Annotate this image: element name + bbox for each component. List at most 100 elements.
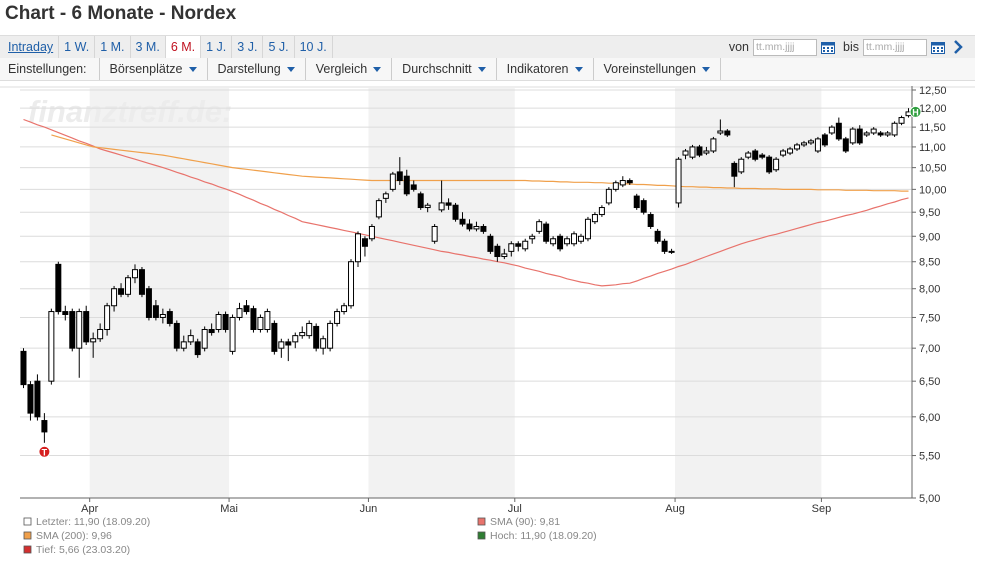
calendar-icon[interactable] (821, 41, 836, 54)
candle-body (738, 158, 745, 173)
y-tick-label: 5,50 (919, 451, 940, 463)
candle-body (814, 138, 821, 152)
candle-body (396, 171, 403, 182)
dropdown-arrow (188, 66, 197, 72)
candle-body (898, 117, 905, 124)
candle-body (794, 144, 801, 150)
period-tab[interactable]: 5 J. (263, 36, 295, 58)
settings-menu[interactable]: Vergleich (306, 58, 393, 80)
candle-body (626, 180, 633, 184)
candle-body (717, 130, 724, 134)
to-label: bis (843, 40, 859, 54)
candle-body (877, 132, 884, 136)
go-arrow[interactable] (953, 40, 963, 54)
period-tab[interactable]: 6 M. (165, 36, 202, 58)
candle-body (752, 150, 759, 160)
candle-body (696, 146, 703, 156)
settings-bar: Einstellungen: Börsenplätze Darstellung Ve… (0, 58, 975, 81)
calendar-icon[interactable] (931, 41, 945, 54)
candle-body (313, 325, 320, 349)
candle-body (515, 243, 522, 247)
period-tab[interactable]: 1 J. (201, 36, 233, 58)
candle-body (466, 223, 473, 230)
settings-menu[interactable]: Voreinstellungen (594, 58, 721, 80)
settings-menu[interactable]: Darstellung (208, 58, 306, 80)
extreme-marker-label: T (42, 447, 48, 457)
legend-label: SMA (90): 9,81 (490, 516, 560, 528)
candle-body (145, 288, 152, 318)
period-tab[interactable]: 3 J. (232, 36, 264, 58)
candle-body (348, 261, 355, 307)
y-tick-label: 8,50 (919, 257, 940, 269)
candle-body (647, 214, 654, 227)
legend-swatch (477, 517, 486, 526)
period-tab[interactable]: 3 M. (130, 36, 166, 58)
candle-body (445, 202, 452, 206)
candle-body (382, 193, 389, 199)
y-tick-label: 11,50 (919, 122, 946, 134)
candle-body (543, 223, 550, 242)
candle-body (152, 305, 159, 318)
candle-body (131, 269, 138, 279)
candle-body (327, 322, 334, 349)
settings-label: Einstellungen: (0, 58, 100, 80)
to-input[interactable]: tt.mm.jjjj (863, 38, 927, 56)
candle-body (180, 341, 187, 349)
candle-body (731, 162, 738, 177)
candle-body (215, 313, 222, 330)
candle-body (417, 193, 424, 209)
legend-label: SMA (200): 9,96 (36, 530, 112, 542)
candle-body (194, 341, 201, 356)
legend-swatch (23, 517, 32, 526)
dropdown-arrow (701, 66, 710, 72)
candle-body (564, 238, 571, 245)
candle-body (807, 140, 814, 144)
dropdown-arrow-shape (286, 66, 295, 72)
candle-body (257, 316, 264, 330)
candle-body (438, 202, 445, 211)
settings-menu[interactable]: Durchschnitt (392, 58, 497, 80)
candle-body (870, 128, 877, 134)
legend-swatch (23, 545, 32, 554)
period-tab[interactable]: 1 W. (59, 36, 96, 58)
candle-body (368, 225, 375, 240)
dropdown-arrow (286, 66, 295, 72)
candle-body (55, 263, 62, 313)
menu-label: Börsenplätze (109, 62, 183, 76)
candle-body (884, 132, 891, 136)
candle-body (285, 341, 292, 346)
candle-body (299, 332, 306, 337)
settings-menu[interactable]: Indikatoren (497, 58, 594, 80)
candle-body (69, 311, 76, 349)
legend-label: Tief: 5,66 (23.03.20) (36, 544, 130, 556)
candle-body (410, 184, 417, 190)
dropdown-arrow (373, 66, 382, 72)
period-tabs: Intraday 1 W. 1 M. 3 M. 6 M. 1 J. 3 J. 5 J. 10 J… (3, 36, 333, 58)
dropdown-arrow-shape (373, 66, 382, 72)
y-tick-label: 12,00 (919, 103, 947, 115)
candle-body (571, 233, 578, 245)
period-tab[interactable]: Intraday (3, 36, 60, 58)
candle-body (619, 180, 626, 186)
candle-body (487, 235, 494, 252)
menu-label: Durchschnitt (402, 62, 472, 76)
candle-body (452, 204, 459, 220)
sma-line (23, 118, 909, 287)
settings-menu[interactable]: Börsenplätze (100, 58, 208, 80)
y-tick-label: 11,00 (919, 142, 946, 154)
from-input[interactable]: tt.mm.jjjj (753, 38, 818, 56)
candle-body (424, 204, 431, 209)
candle-body (863, 132, 870, 136)
candle-body (306, 322, 313, 337)
candle-body (361, 238, 368, 247)
candle-body (787, 148, 794, 154)
period-tab[interactable]: 1 M. (95, 36, 131, 58)
candle-body (118, 288, 125, 295)
watermark: finanztreff.de: (28, 94, 232, 129)
period-tab[interactable]: 10 J. (294, 36, 333, 58)
candle-body (90, 338, 97, 343)
candle-body (557, 235, 564, 250)
candle-body (591, 214, 598, 223)
candle-body (125, 277, 132, 295)
